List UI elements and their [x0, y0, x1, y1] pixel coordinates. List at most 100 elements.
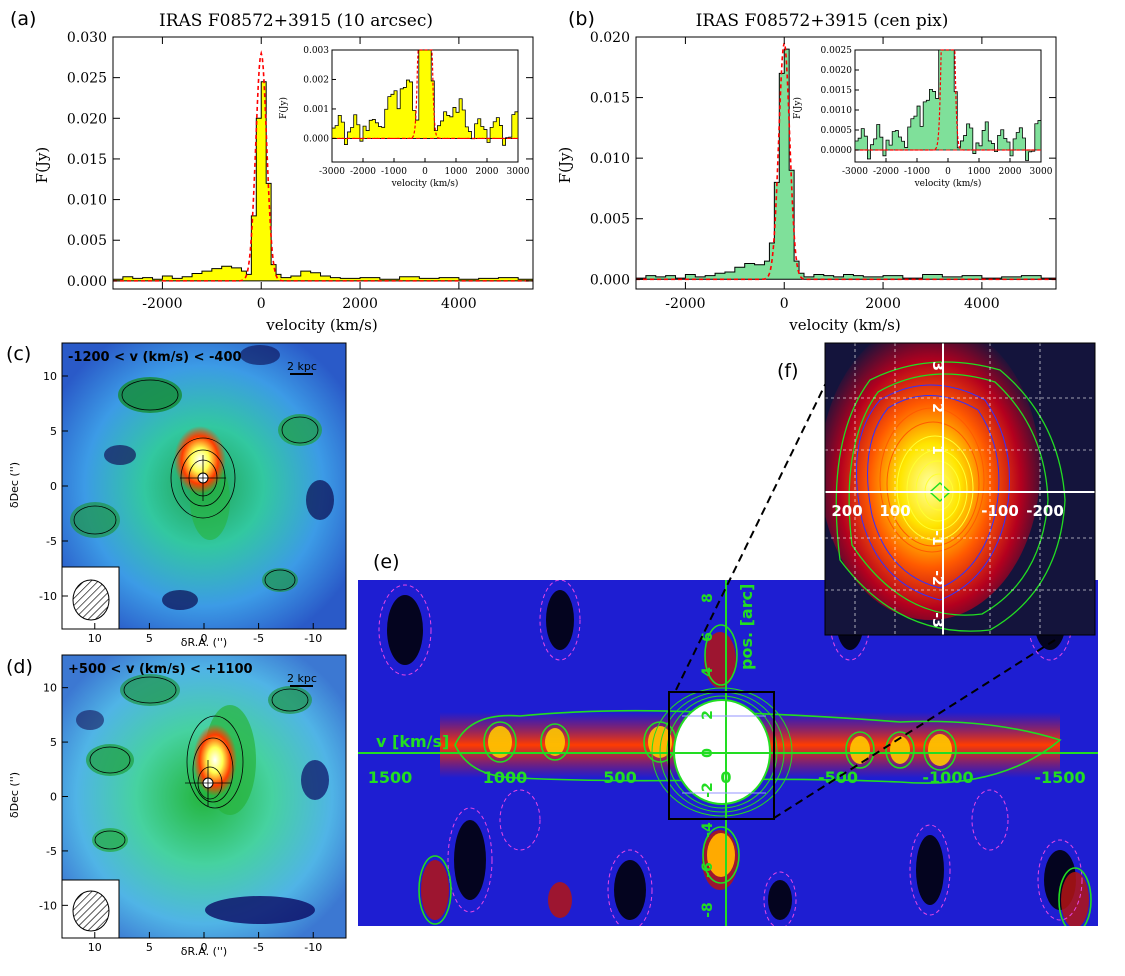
panel-c-xtick-label: -10: [304, 632, 322, 645]
panel-a-inset-ytick-label: 0.001: [303, 105, 329, 115]
panel-b-inset-ytick-label: 0.0005: [821, 126, 853, 136]
panel-b-xtick-label: 4000: [964, 296, 1000, 312]
panel-c-ytick-label: -5: [46, 535, 57, 548]
panel-c-letter: (c): [6, 343, 31, 365]
panel-f-xtick-label: -100: [981, 502, 1019, 520]
panel-b-ytick-label: 0.020: [590, 30, 630, 46]
panel-a-inset-xtick-label: -2000: [350, 167, 376, 177]
panel-e-map: [358, 580, 1098, 926]
panel-f-ytick-label: 2: [929, 403, 945, 413]
panel-b-xtick-label: 2000: [865, 296, 901, 312]
panel-a-ytick-label: 0.020: [67, 111, 107, 127]
panel-d-letter: (d): [6, 656, 33, 678]
panel-a-xtick-label: -2000: [142, 296, 182, 312]
panel-a-inset-xtick-label: -3000: [319, 167, 345, 177]
panel-f-xtick-label: 200: [831, 502, 862, 520]
panel-a-letter: (a): [10, 8, 36, 30]
panel-b-letter: (b): [568, 8, 595, 30]
panel-b-title: IRAS F08572+3915 (cen pix): [696, 11, 949, 31]
panel-a-ytick-label: 0.010: [67, 193, 107, 209]
panel-e-xtick-label: 0: [720, 768, 731, 787]
panel-d: (d): [6, 654, 347, 958]
panel-b-inset-xtick-label: -3000: [842, 167, 868, 177]
panel-f-letter: (f): [777, 360, 799, 382]
panel-e-xtick-label: -1500: [1034, 768, 1085, 787]
panel-a-inset-ytick-label: 0.000: [303, 134, 329, 144]
panel-a-plot-area: [113, 50, 533, 282]
panel-e-ytick-label: 0: [700, 748, 716, 758]
panel-f: 200 100 -100 -200 3 2 1 -1 -2 -3 (f): [777, 342, 1096, 636]
panel-a-inset-xtick-label: -1000: [381, 167, 407, 177]
panel-a-title: IRAS F08572+3915 (10 arcsec): [159, 11, 433, 31]
panel-b-ytick-label: 0.015: [590, 91, 630, 107]
panel-d-ytick-label: 10: [43, 682, 57, 695]
panel-b-xtick-label: 0: [780, 296, 789, 312]
panel-a-xtick-label: 0: [257, 296, 266, 312]
panel-a-inset-ylabel: F(Jy): [278, 97, 289, 119]
panel-a-ytick-label: 0.030: [67, 30, 107, 46]
panel-f-ytick-label: -1: [929, 530, 945, 546]
panel-e-xaxis-label: v [km/s]: [376, 732, 449, 751]
panel-a-ytick-label: 0.000: [67, 274, 107, 290]
panel-a-xtick-label: 4000: [441, 296, 477, 312]
panel-a-ylabel: F(Jy): [33, 147, 51, 184]
panel-c-xlabel: δR.A. (''): [181, 636, 227, 649]
panel-d-ytick-label: -5: [46, 845, 57, 858]
panel-f-frame: [824, 342, 1096, 636]
panel-c-ytick-label: -10: [39, 590, 57, 603]
panel-c-xtick-label: 0: [201, 632, 208, 645]
panel-d-xtick-label: -5: [253, 941, 264, 954]
panel-b-inset-ytick-label: 0.0010: [821, 106, 853, 116]
panel-a-model-line: [113, 50, 533, 282]
panel-c-scalebar-label: 2 kpc: [287, 360, 317, 373]
panel-a-inset: -3000 -2000 -1000 0 1000 2000 3000 0.000 0.001 0.…: [278, 46, 530, 189]
panel-b-ylabel: F(Jy): [556, 147, 574, 184]
panel-a-frame: [112, 36, 534, 290]
panel-b-inset-xtick-label: -1000: [904, 167, 930, 177]
panel-e-xtick-label: -1000: [922, 768, 973, 787]
panel-b: (b) IRAS F08572+3915 (cen pix) F(Jy) vel…: [556, 8, 1057, 334]
panel-c-xtick-label: -5: [253, 632, 264, 645]
panel-e-xtick-label: 500: [603, 768, 636, 787]
panel-b-inset-ytick-label: 0.0015: [821, 86, 853, 96]
panel-b-xtick-label: -2000: [665, 296, 705, 312]
panel-a-ytick-label: 0.005: [67, 233, 107, 249]
panel-f-xtick-label: 100: [879, 502, 910, 520]
panel-e-xtick-label: 1000: [483, 768, 528, 787]
panel-a-inset-ytick-label: 0.003: [303, 46, 329, 56]
panel-d-ylabel: δDec (''): [8, 772, 21, 818]
panel-e-ytick-label: -4: [700, 822, 716, 838]
panel-b-model-line: [636, 42, 1056, 281]
panel-d-xtick-label: 0: [201, 941, 208, 954]
panel-e-xtick-label: 1500: [368, 768, 413, 787]
panel-c-map: [62, 343, 346, 629]
panel-b-ytick-label: 0.005: [590, 212, 630, 228]
panel-b-ticks: -2000 0 2000 4000 0.000 0.005 0.010 0.015 0.020: [590, 30, 1056, 312]
panel-b-inset-xtick-label: -2000: [873, 167, 899, 177]
panel-b-inset: -3000 -2000 -1000 0 1000 2000 3000 0.0000 0.0005…: [792, 46, 1053, 189]
panel-f-xtick-label: -200: [1026, 502, 1064, 520]
panel-c-ytick-label: 5: [50, 425, 57, 438]
panel-e-ytick-label: -2: [700, 782, 716, 798]
panel-a-ytick-label: 0.025: [67, 71, 107, 87]
panel-e-ytick-label: 2: [700, 710, 716, 720]
panel-a-inset-xtick-label: 2000: [476, 167, 499, 177]
panel-c-velocity-label: -1200 < v (km/s) < -400: [68, 350, 242, 365]
panel-c-beam-icon: [72, 579, 110, 621]
panel-b-inset-xlabel: velocity (km/s): [914, 178, 982, 189]
panel-a-inset-xtick-label: 3000: [507, 167, 530, 177]
panel-f-ytick-label: 3: [929, 361, 945, 371]
panel-c: (c): [6, 342, 347, 649]
panel-a-spectrum: [113, 81, 533, 282]
panel-a-ticks: -2000 0 2000 4000 0.000 0.005 0.010 0.015 0.020 0…: [67, 30, 533, 312]
panel-d-map: [62, 655, 346, 938]
panel-a-inset-ytick-label: 0.002: [303, 75, 329, 85]
panel-a: (a) IRAS F08572+3915 (10 arcsec) F(Jy) v…: [10, 8, 534, 334]
panel-d-xlabel: δR.A. (''): [181, 945, 227, 958]
panel-d-beam-icon: [72, 890, 110, 932]
panel-c-ytick-label: 10: [43, 370, 57, 383]
panel-e-ytick-label: 8: [700, 593, 716, 603]
panel-f-ytick-label: 1: [929, 445, 945, 455]
